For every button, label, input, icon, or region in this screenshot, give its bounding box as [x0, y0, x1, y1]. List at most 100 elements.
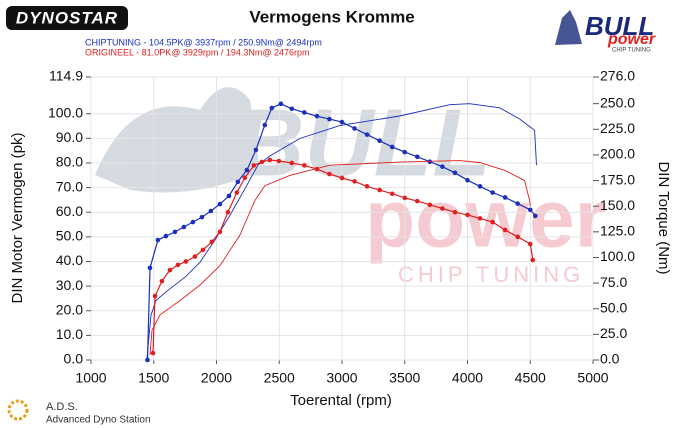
- x-tick-label: 5000: [577, 370, 608, 386]
- y2-tick-label: 200.0: [600, 146, 635, 162]
- y2-tick-label: 276.0: [600, 68, 635, 84]
- data-point: [276, 158, 282, 164]
- ads-full-text: Advanced Dyno Station: [46, 415, 151, 426]
- y2-tick-label: 100.0: [600, 248, 635, 264]
- watermark-text: BULL: [235, 89, 491, 196]
- data-point: [302, 163, 307, 168]
- data-point: [364, 184, 370, 189]
- data-point: [440, 206, 445, 211]
- y2-tick-label: 75.0: [600, 274, 627, 290]
- data-point: [527, 207, 533, 213]
- x-tick-label: 1000: [75, 370, 106, 386]
- y-tick-label: 100.0: [48, 104, 83, 120]
- data-point: [217, 229, 223, 235]
- data-point: [377, 187, 382, 193]
- y-tick-label: 70.0: [56, 178, 83, 194]
- data-point: [234, 190, 240, 195]
- y2-axis-label: DIN Torque (Nm): [655, 161, 672, 274]
- data-point: [490, 190, 495, 195]
- data-point: [192, 254, 198, 259]
- data-point: [415, 198, 420, 204]
- y2-tick-label: 225.0: [600, 120, 635, 136]
- ads-icon: [7, 399, 29, 421]
- y2-tick-label: 150.0: [600, 197, 635, 213]
- x-tick-label: 1500: [138, 370, 169, 386]
- y-tick-label: 90.0: [56, 129, 83, 145]
- data-point: [515, 201, 520, 206]
- data-point: [452, 209, 458, 215]
- x-tick-label: 4000: [452, 370, 483, 386]
- data-point: [502, 195, 508, 200]
- y2-tick-label: 0.0: [600, 351, 620, 367]
- data-point: [339, 119, 345, 125]
- data-point: [465, 177, 470, 183]
- data-point: [327, 171, 332, 177]
- data-point: [530, 257, 536, 263]
- data-point: [152, 293, 158, 299]
- data-point: [235, 179, 241, 185]
- data-point: [159, 278, 165, 284]
- data-point: [339, 175, 345, 181]
- data-point: [389, 191, 395, 197]
- data-point: [145, 357, 150, 363]
- data-point: [289, 106, 295, 112]
- data-point: [147, 265, 153, 271]
- data-point: [199, 214, 205, 220]
- y-tick-label: 0.0: [64, 351, 84, 367]
- y2-tick-label: 175.0: [600, 171, 635, 187]
- data-point: [327, 116, 332, 122]
- data-point: [259, 159, 265, 165]
- series-line: [146, 103, 537, 361]
- y-tick-label: 60.0: [56, 203, 83, 219]
- data-point: [452, 170, 458, 176]
- data-point: [490, 219, 495, 225]
- y-tick-label: 40.0: [56, 252, 83, 268]
- legend-entry: ORIGINEEL - 81.0PK@ 3929rpm / 194.3Nm@ 2…: [85, 47, 310, 57]
- y-tick-label: 80.0: [56, 154, 83, 170]
- data-point: [515, 234, 520, 240]
- data-point: [208, 208, 214, 214]
- data-point: [477, 216, 483, 221]
- data-point: [226, 193, 232, 199]
- data-point: [172, 229, 178, 235]
- data-point: [402, 195, 408, 201]
- data-point: [163, 233, 169, 239]
- data-point: [402, 149, 408, 155]
- data-point: [364, 132, 370, 137]
- data-point: [200, 247, 206, 253]
- data-point: [477, 184, 483, 189]
- y2-tick-label: 25.0: [600, 325, 627, 341]
- data-point: [190, 219, 196, 225]
- data-point: [242, 175, 248, 181]
- data-point: [244, 167, 250, 173]
- data-point: [427, 202, 433, 208]
- data-point: [278, 101, 284, 107]
- y-axis-label: DIN Motor Vermogen (pk): [9, 133, 26, 304]
- data-point: [181, 224, 187, 230]
- data-point: [314, 113, 320, 119]
- data-point: [269, 105, 275, 111]
- x-axis-label: Toerental (rpm): [290, 392, 392, 409]
- x-tick-label: 3500: [389, 370, 420, 386]
- legend: CHIPTUNING - 104.5PK@ 3937rpm / 250.9Nm@…: [85, 37, 322, 57]
- data-point: [175, 262, 181, 268]
- data-point: [440, 164, 445, 169]
- chiptuning-logo: CHIP TUNING: [612, 48, 651, 54]
- data-point: [352, 126, 357, 131]
- x-tick-label: 2000: [201, 370, 232, 386]
- chart-title: Vermogens Kromme: [249, 7, 414, 26]
- data-point: [167, 267, 173, 273]
- data-point: [183, 259, 189, 264]
- y-tick-label: 50.0: [56, 228, 83, 244]
- data-point: [532, 213, 538, 219]
- data-point: [415, 154, 420, 160]
- data-point: [289, 160, 295, 166]
- series-line: [149, 160, 531, 355]
- data-point: [262, 122, 268, 128]
- data-point: [377, 138, 382, 144]
- y-tick-label: 30.0: [56, 277, 83, 293]
- x-tick-label: 4500: [515, 370, 546, 386]
- x-tick-label: 3000: [326, 370, 357, 386]
- bull-logo: BULL: [585, 11, 654, 41]
